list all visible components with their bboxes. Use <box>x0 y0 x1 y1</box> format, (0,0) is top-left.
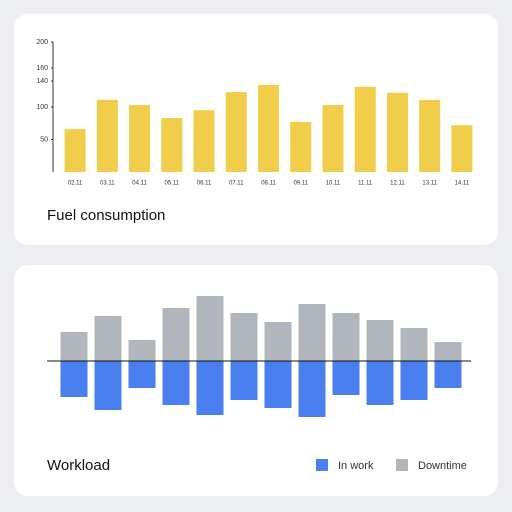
bar <box>264 361 292 408</box>
bar <box>162 308 190 361</box>
x-tick-label: 14.11 <box>455 181 470 187</box>
bar <box>434 361 462 388</box>
x-tick-label: 04.11 <box>132 181 147 187</box>
x-tick-label: 09.11 <box>293 181 308 187</box>
bar <box>386 92 408 172</box>
y-tick-label: 160 <box>36 65 48 72</box>
legend-label: In work <box>338 460 374 472</box>
bar <box>400 361 428 400</box>
bar <box>332 361 360 395</box>
bar <box>128 340 156 361</box>
bar <box>128 361 156 388</box>
x-tick-label: 08.11 <box>261 181 276 187</box>
x-tick-label: 05.11 <box>165 181 180 187</box>
bar <box>366 320 394 361</box>
bar <box>225 92 247 172</box>
x-tick-label: 07.11 <box>229 181 244 187</box>
x-tick-label: 10.11 <box>326 181 341 187</box>
bar <box>162 361 190 405</box>
bar <box>64 129 86 172</box>
bar <box>96 99 118 172</box>
bar <box>196 361 224 415</box>
bar <box>230 313 258 361</box>
legend-swatch <box>396 459 408 471</box>
x-tick-label: 02.11 <box>68 181 83 187</box>
bar <box>129 105 151 172</box>
x-tick-label: 13.11 <box>422 181 437 187</box>
bar <box>290 121 312 172</box>
bar <box>60 332 88 361</box>
x-tick-label: 12.11 <box>390 181 405 187</box>
card <box>14 14 498 245</box>
y-tick-label: 100 <box>36 104 48 111</box>
bar <box>434 342 462 361</box>
bar <box>419 99 441 172</box>
bar <box>196 296 224 361</box>
bar <box>60 361 88 397</box>
bar <box>193 110 215 172</box>
y-tick-label: 50 <box>40 136 48 143</box>
legend-label: Downtime <box>418 460 467 472</box>
bar <box>94 361 122 410</box>
bar <box>366 361 394 405</box>
legend-swatch <box>316 459 328 471</box>
x-tick-label: 03.11 <box>100 181 115 187</box>
x-tick-label: 11.11 <box>358 181 373 187</box>
bar <box>94 316 122 361</box>
bar <box>451 125 473 172</box>
bar <box>354 86 376 172</box>
bar <box>322 105 344 172</box>
bar <box>264 322 292 361</box>
bar <box>230 361 258 400</box>
bar <box>332 313 360 361</box>
y-tick-label: 140 <box>36 78 48 85</box>
y-tick-label: 200 <box>36 39 48 46</box>
bar <box>400 328 428 361</box>
x-tick-label: 06.11 <box>197 181 212 187</box>
bar <box>298 361 326 417</box>
bar <box>258 84 279 172</box>
bar <box>161 118 183 172</box>
chart-title: Fuel consumption <box>47 207 165 224</box>
bar <box>298 304 326 361</box>
chart-title: Workload <box>47 457 110 474</box>
